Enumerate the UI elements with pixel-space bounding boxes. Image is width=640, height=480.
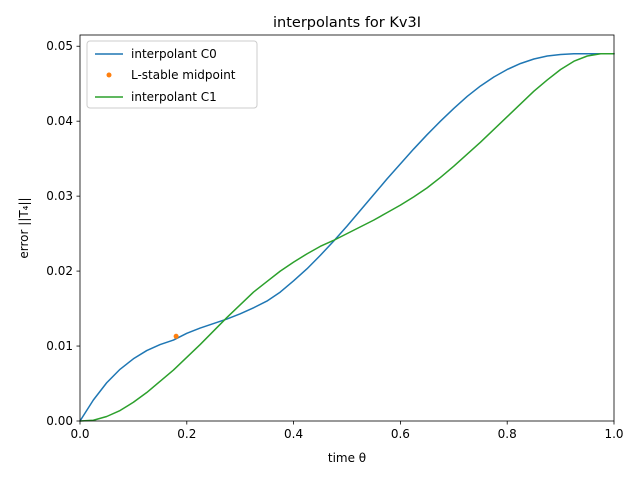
y-tick-label: 0.00 — [46, 414, 73, 428]
y-tick-label: 0.05 — [46, 39, 73, 53]
series-point-l-stable-midpoint — [173, 333, 179, 339]
y-tick-label: 0.01 — [46, 339, 73, 353]
y-tick-label: 0.02 — [46, 264, 73, 278]
legend: interpolant C0 L-stable midpoint interpo… — [86, 40, 258, 109]
axes-frame — [79, 34, 615, 422]
y-axis-label: error ||T₄|| — [17, 197, 31, 258]
x-tick-label: 0.2 — [177, 427, 196, 441]
x-tick-label: 0.8 — [498, 427, 517, 441]
axes-layer — [79, 34, 615, 422]
ticks-layer: 0.0 0.2 0.4 0.6 0.8 1.0 0.00 0.01 0.02 0.03 0.04 0.… — [46, 39, 623, 441]
series-line-interpolant-c1 — [79, 52, 615, 422]
x-axis-label: time θ — [328, 451, 366, 465]
x-tick-label: 0.0 — [70, 427, 89, 441]
x-tick-label: 1.0 — [604, 427, 623, 441]
legend-label-interpolant-c1: interpolant C1 — [131, 90, 217, 104]
legend-swatch-l-stable-midpoint — [106, 72, 112, 78]
series-layer — [79, 52, 615, 422]
legend-label-l-stable-midpoint: L-stable midpoint — [131, 68, 236, 82]
y-tick-label: 0.03 — [46, 189, 73, 203]
y-tick-label: 0.04 — [46, 114, 73, 128]
x-tick-label: 0.4 — [284, 427, 303, 441]
x-tick-label: 0.6 — [391, 427, 410, 441]
legend-label-interpolant-c0: interpolant C0 — [131, 47, 217, 61]
series-line-interpolant-c0 — [79, 52, 615, 422]
legend-box — [86, 40, 258, 109]
chart-title: interpolants for Kv3I — [273, 15, 421, 31]
